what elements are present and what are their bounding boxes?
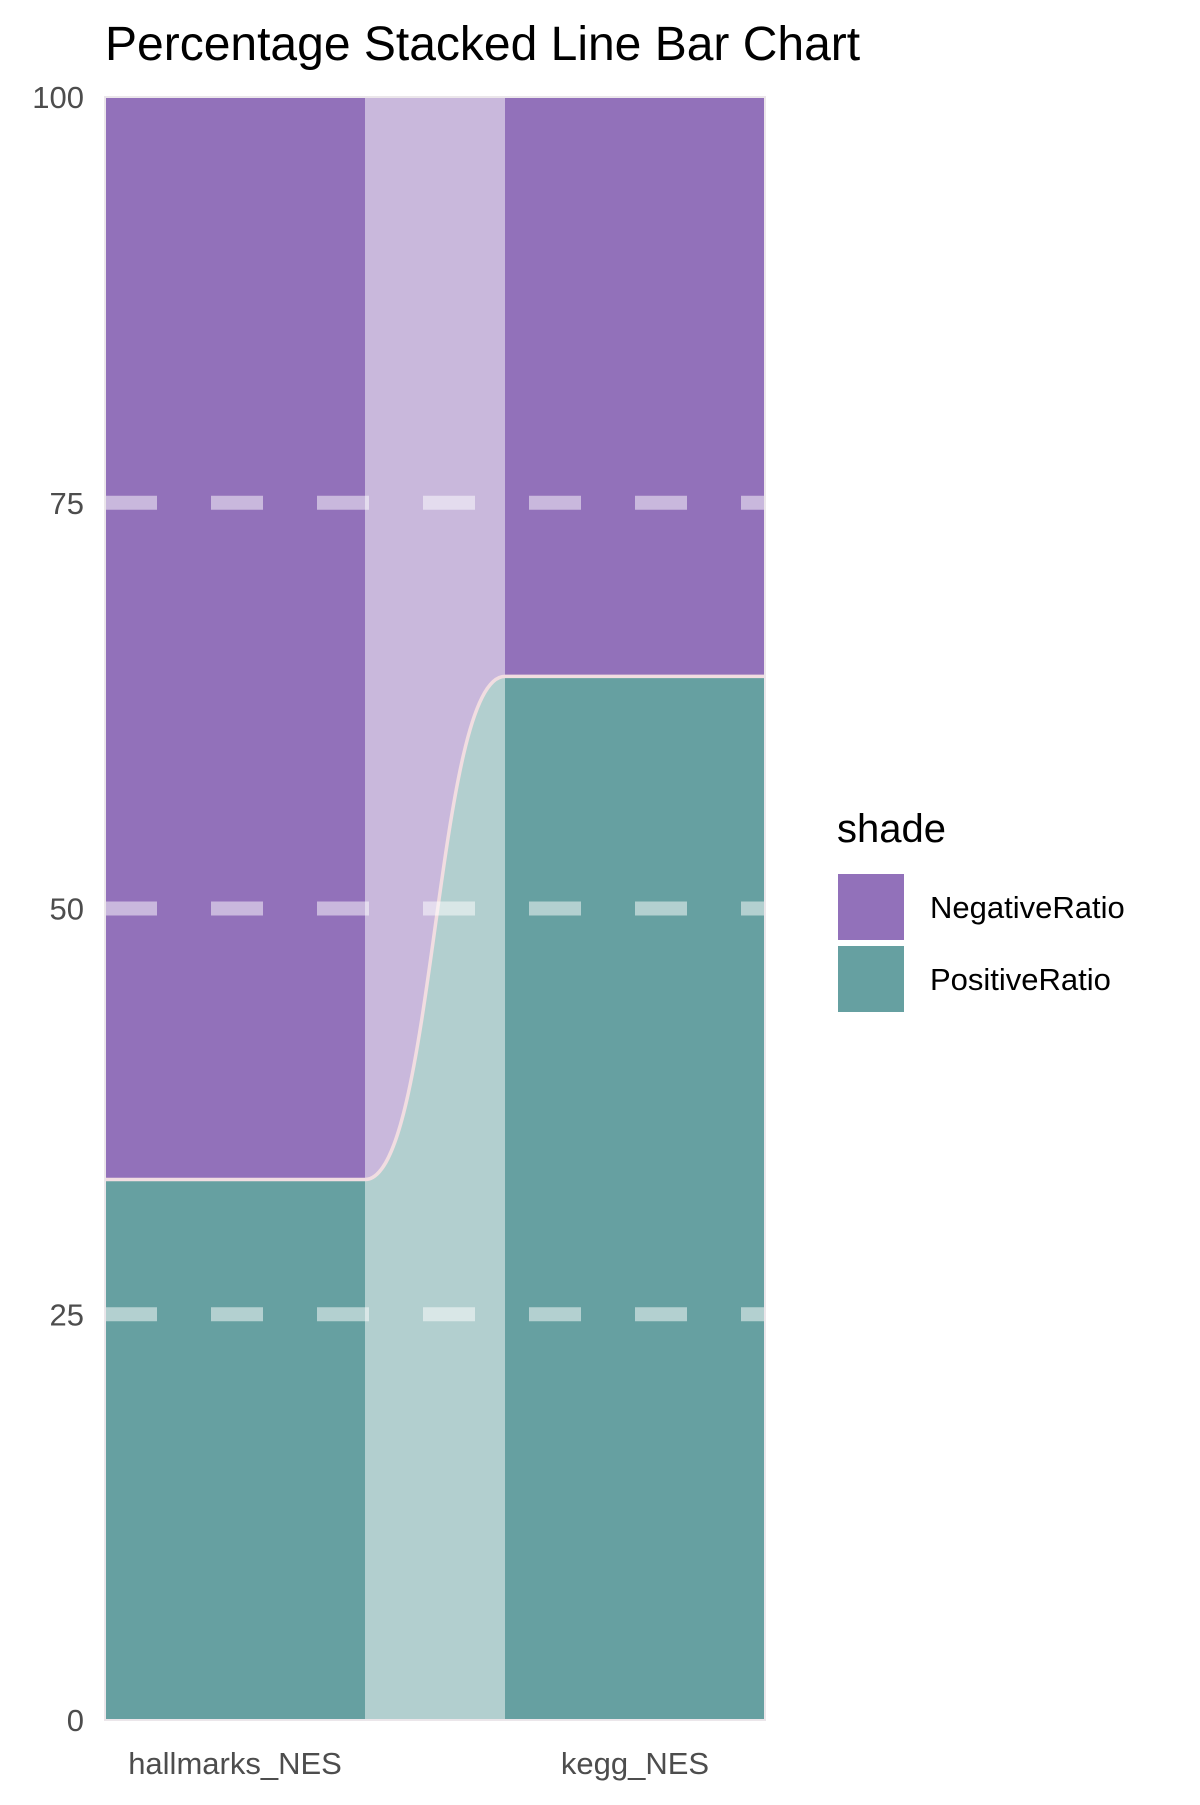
x-tick-label: hallmarks_NES [128, 1746, 342, 1781]
plot-border [104, 96, 766, 1721]
connector-negative-area [365, 97, 505, 1180]
segment-boundary-line [105, 674, 765, 1182]
legend-label: PositiveRatio [930, 962, 1111, 997]
x-tick-label: kegg_NES [561, 1746, 709, 1781]
bar-negativeratio-kegg_NES [505, 97, 765, 677]
legend-title: shade [837, 807, 946, 851]
legend-swatch [838, 874, 904, 940]
y-tick-label: 25 [50, 1297, 84, 1332]
legend-label: NegativeRatio [930, 890, 1125, 925]
chart-title: Percentage Stacked Line Bar Chart [105, 18, 860, 71]
bar-positiveratio-kegg_NES [505, 676, 765, 1720]
y-tick-label: 50 [50, 892, 84, 927]
legend-swatch [838, 946, 904, 1012]
bar-positiveratio-hallmarks_NES [105, 1179, 365, 1720]
bar-negativeratio-hallmarks_NES [105, 97, 365, 1180]
connector-positive-area [365, 676, 505, 1720]
y-tick-label: 0 [67, 1703, 84, 1738]
y-tick-label: 75 [50, 486, 84, 521]
y-tick-label: 100 [32, 80, 84, 115]
